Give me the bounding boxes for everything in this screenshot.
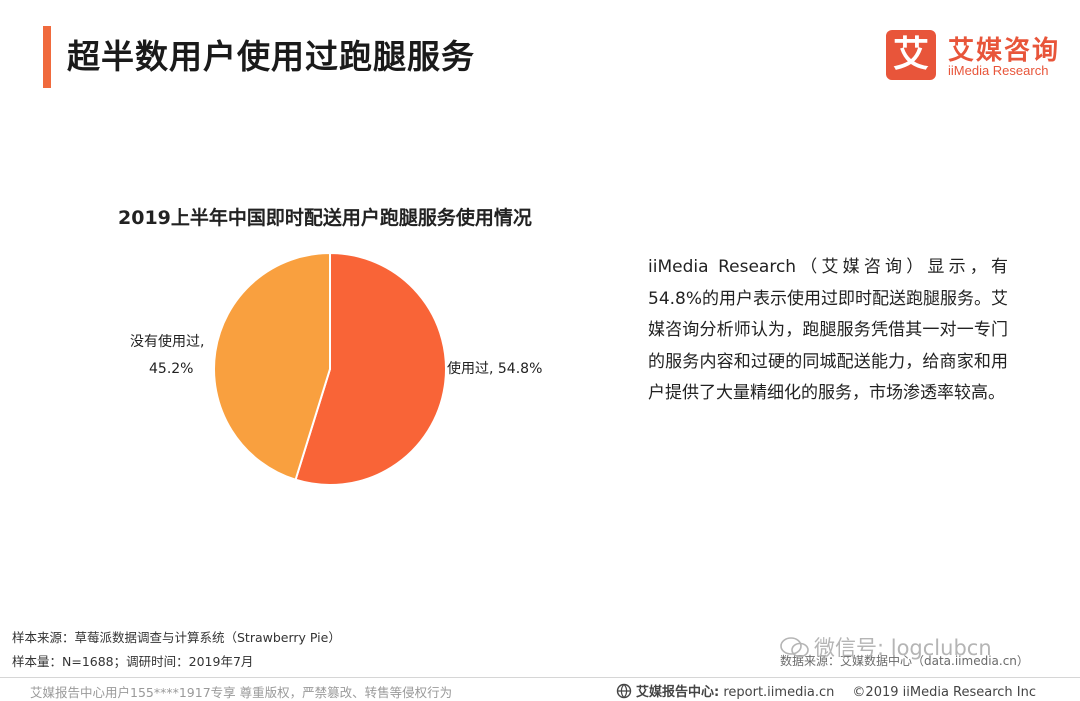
report-center-label: 艾媒报告中心: bbox=[636, 685, 720, 700]
globe-icon bbox=[616, 683, 632, 699]
wechat-icon bbox=[780, 637, 809, 658]
sample-source: 样本来源：草莓派数据调查与计算系统（Strawberry Pie） bbox=[12, 630, 341, 645]
pie-chart: 使用过, 54.8% 没有使用过, 45.2% bbox=[130, 251, 542, 486]
pie-slice-used bbox=[294, 251, 447, 486]
description-text: iiMedia Research（艾媒咨询）显示，有54.8%的用户表示使用过即… bbox=[648, 257, 1009, 403]
sample-size: 样本量：N=1688；调研时间：2019年7月 bbox=[12, 654, 254, 669]
footer-copyright-notice: 艾媒报告中心用户155****1917专享 尊重版权，严禁篡改、转售等侵权行为 bbox=[30, 685, 453, 700]
logo-name-cn: 艾媒咨询 bbox=[948, 36, 1061, 66]
chart-title: 2019上半年中国即时配送用户跑腿服务使用情况 bbox=[118, 207, 532, 229]
pie-label-not-used-line2: 45.2% bbox=[149, 361, 193, 377]
logo-name-en: iiMedia Research bbox=[948, 63, 1049, 78]
iimedia-logo: 艾 艾媒咨询 iiMedia Research bbox=[886, 30, 1066, 82]
data-source-faded: 数据来源：艾媒数据中心（data.iimedia.cn） bbox=[780, 654, 1029, 668]
wechat-watermark: 微信号: logclubcn bbox=[780, 632, 992, 662]
page-title: 超半数用户使用过跑腿服务 bbox=[67, 37, 475, 76]
watermark-text: 微信号: logclubcn bbox=[814, 636, 992, 660]
title-accent-bar bbox=[43, 26, 51, 88]
logo-mark: 艾 bbox=[886, 30, 936, 80]
source-info: 样本来源：草莓派数据调查与计算系统（Strawberry Pie） 样本量：N=… bbox=[12, 626, 341, 674]
report-center-url[interactable]: report.iimedia.cn bbox=[723, 685, 835, 700]
footer-report-center: 艾媒报告中心: report.iimedia.cn ©2019 iiMedia R… bbox=[616, 681, 1036, 700]
pie-slice-not-used bbox=[213, 251, 331, 482]
pie-label-used: 使用过, 54.8% bbox=[447, 360, 542, 377]
footer-copyright: ©2019 iiMedia Research Inc bbox=[852, 685, 1037, 700]
pie-label-not-used-line1: 没有使用过, bbox=[130, 333, 204, 350]
footer-divider bbox=[0, 677, 1080, 678]
